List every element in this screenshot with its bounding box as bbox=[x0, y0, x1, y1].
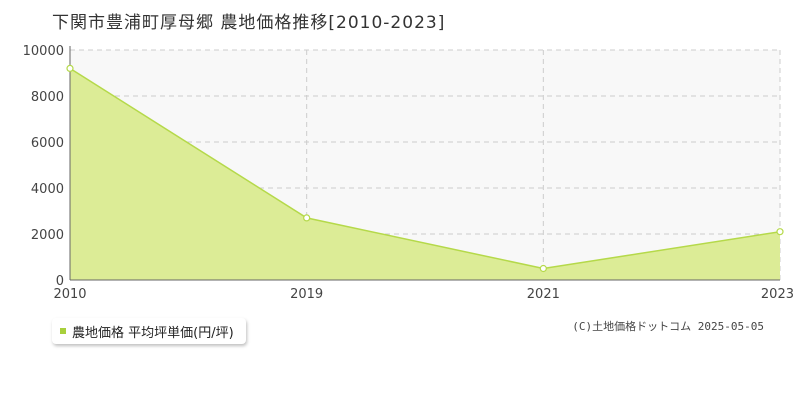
copyright-text: (C)土地価格ドットコム 2025-05-05 bbox=[572, 320, 764, 333]
x-tick-label: 2010 bbox=[53, 287, 86, 302]
chart-title: 下関市豊浦町厚母郷 農地価格推移[2010-2023] bbox=[52, 13, 446, 33]
legend-label: 農地価格 平均坪単価(円/坪) bbox=[72, 325, 234, 341]
y-tick-label: 0 bbox=[56, 274, 64, 289]
series-line bbox=[69, 67, 781, 270]
data-points bbox=[66, 64, 784, 273]
legend: 農地価格 平均坪単価(円/坪) bbox=[52, 318, 246, 344]
y-tick-label: 2000 bbox=[31, 228, 64, 243]
x-tick-label: 2019 bbox=[290, 287, 323, 302]
x-tick-label: 2023 bbox=[761, 287, 794, 302]
x-tick-labels: 2010 2019 2021 2023 bbox=[53, 287, 794, 302]
y-tick-label: 10000 bbox=[23, 44, 64, 59]
x-tick-label: 2021 bbox=[527, 287, 560, 302]
y-tick-label: 8000 bbox=[31, 90, 64, 105]
y-tick-label: 6000 bbox=[31, 136, 64, 151]
data-point bbox=[776, 228, 784, 236]
data-point bbox=[539, 264, 547, 273]
legend-swatch bbox=[60, 328, 66, 334]
series-area bbox=[70, 68, 780, 281]
y-tick-labels: 0 2000 4000 6000 8000 10000 bbox=[23, 44, 64, 289]
data-point bbox=[303, 214, 311, 222]
axes bbox=[69, 46, 780, 281]
y-tick-label: 4000 bbox=[31, 182, 64, 197]
data-point bbox=[66, 64, 74, 73]
